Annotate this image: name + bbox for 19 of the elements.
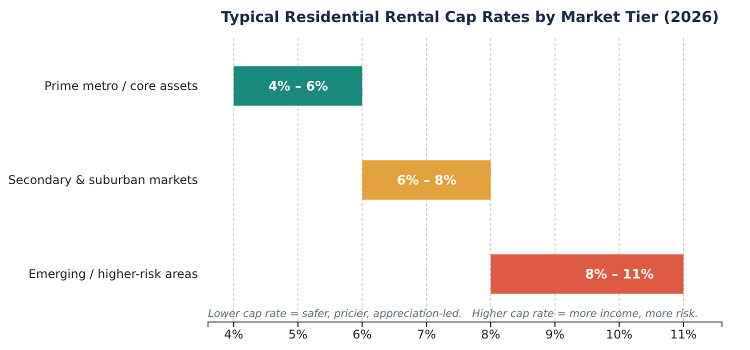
x-tick-label: 9% (545, 328, 564, 342)
x-tick-label: 4% (224, 328, 244, 342)
y-tick-label: Prime metro / core assets (44, 78, 198, 93)
x-tick-label: 10% (606, 328, 633, 342)
x-tick-label: 7% (416, 328, 436, 342)
x-tick-label: 6% (352, 328, 372, 342)
y-tick-label: Emerging / higher-risk areas (28, 266, 198, 281)
annotation: 6% – 8% (396, 174, 457, 189)
x-tick-label: 11% (670, 328, 697, 342)
bar (234, 66, 362, 106)
annotation: 4% – 6% (268, 80, 328, 95)
annotation: Lower cap rate = safer, pricier, appreciation-led. Higher cap rate = more income, more risk. (208, 308, 698, 320)
y-tick-label: Secondary & suburban markets (8, 172, 198, 187)
bar (490, 254, 684, 294)
bar (362, 160, 491, 200)
annotation: 8% – 11% (585, 268, 654, 283)
chart-title: Typical Residential Rental Cap Rates by Market Tier (2026) (221, 8, 719, 26)
x-tick-label: 5% (288, 328, 308, 342)
x-tick-label: 8% (481, 328, 500, 342)
